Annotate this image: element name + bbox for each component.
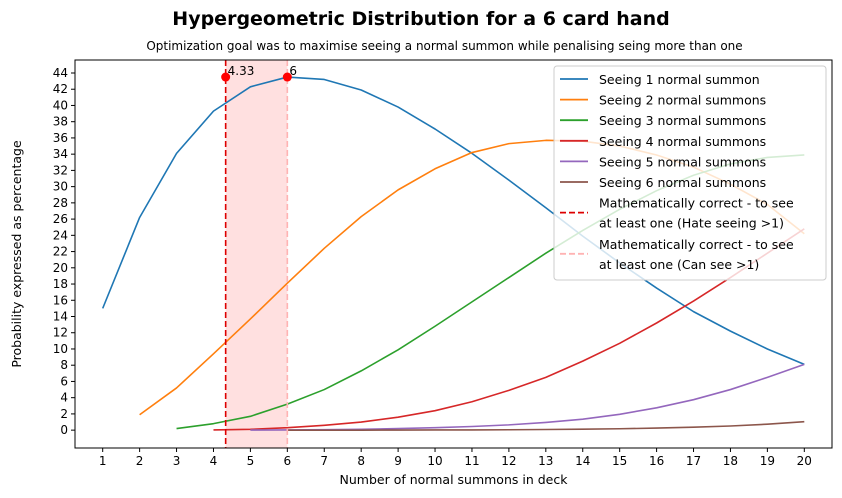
y-tick-label: 14 xyxy=(53,310,68,324)
y-tick-label: 18 xyxy=(53,277,68,291)
x-tick-label: 17 xyxy=(686,454,701,468)
y-tick-label: 8 xyxy=(60,358,68,372)
x-tick-label: 12 xyxy=(501,454,516,468)
legend-label-8: Mathematically correct - to see xyxy=(599,237,794,252)
y-tick-label: 30 xyxy=(53,180,68,194)
y-tick-label: 10 xyxy=(53,342,68,356)
y-tick-label: 16 xyxy=(53,293,68,307)
legend-label-1: Seeing 1 normal summon xyxy=(599,72,760,87)
vline-marker-1 xyxy=(221,72,231,82)
y-tick-label: 4 xyxy=(60,391,68,405)
y-axis-label: Probability expressed as percentage xyxy=(9,140,24,368)
x-tick-label: 16 xyxy=(649,454,664,468)
x-tick-label: 10 xyxy=(427,454,442,468)
y-tick-label: 12 xyxy=(53,326,68,340)
vline-label-2: 6 xyxy=(289,64,297,78)
series-line-5 xyxy=(250,363,805,431)
x-tick-label: 5 xyxy=(247,454,255,468)
legend-label-3: Seeing 3 normal summons xyxy=(599,113,766,128)
legend-label-4: Seeing 4 normal summons xyxy=(599,134,766,149)
legend-label-6: Seeing 6 normal summons xyxy=(599,175,766,190)
x-tick-label: 13 xyxy=(538,454,553,468)
x-tick-label: 11 xyxy=(464,454,479,468)
x-tick-label: 3 xyxy=(173,454,181,468)
y-tick-label: 42 xyxy=(53,82,68,96)
legend-box xyxy=(553,65,827,281)
vline-label-1: 4.33 xyxy=(228,64,255,78)
y-tick-label: 28 xyxy=(53,196,68,210)
x-tick-label: 9 xyxy=(394,454,402,468)
legend-label-7: Mathematically correct - to see xyxy=(599,196,794,211)
y-tick-label: 32 xyxy=(53,163,68,177)
legend-label-5: Seeing 5 normal summons xyxy=(599,154,766,169)
x-tick-label: 2 xyxy=(136,454,144,468)
y-tick-label: 6 xyxy=(60,374,68,388)
x-tick-label: 19 xyxy=(760,454,775,468)
y-tick-label: 34 xyxy=(53,147,68,161)
shaded-region xyxy=(225,60,288,448)
plot-frame xyxy=(74,59,833,449)
x-tick-label: 14 xyxy=(575,454,590,468)
y-tick-label: 20 xyxy=(53,261,68,275)
y-tick-label: 2 xyxy=(60,407,68,421)
y-tick-label: 38 xyxy=(53,115,68,129)
legend-label-2: Seeing 2 normal summons xyxy=(599,93,766,108)
x-tick-label: 20 xyxy=(797,454,812,468)
legend-label-7: at least one (Hate seeing >1) xyxy=(599,216,784,231)
series-line-4 xyxy=(213,228,805,431)
vline-marker-2 xyxy=(282,72,292,82)
x-tick-label: 1 xyxy=(99,454,107,468)
x-tick-label: 6 xyxy=(284,454,292,468)
x-tick-label: 7 xyxy=(320,454,328,468)
y-tick-label: 36 xyxy=(53,131,68,145)
y-tick-label: 44 xyxy=(53,66,68,80)
y-tick-label: 24 xyxy=(53,228,68,242)
y-tick-label: 26 xyxy=(53,212,68,226)
x-axis-label: Number of normal summons in deck xyxy=(340,472,569,487)
chart-title: Hypergeometric Distribution for a 6 card… xyxy=(172,8,670,30)
legend-label-8: at least one (Can see >1) xyxy=(599,257,759,272)
y-tick-label: 0 xyxy=(60,423,68,437)
series-line-6 xyxy=(287,420,805,431)
y-tick-label: 22 xyxy=(53,245,68,259)
x-tick-label: 8 xyxy=(357,454,365,468)
x-tick-label: 15 xyxy=(612,454,627,468)
chart-subtitle: Optimization goal was to maximise seeing… xyxy=(146,39,743,53)
x-tick-label: 18 xyxy=(723,454,738,468)
x-tick-label: 4 xyxy=(210,454,218,468)
y-tick-label: 40 xyxy=(53,98,68,112)
series-line-1 xyxy=(101,76,805,366)
